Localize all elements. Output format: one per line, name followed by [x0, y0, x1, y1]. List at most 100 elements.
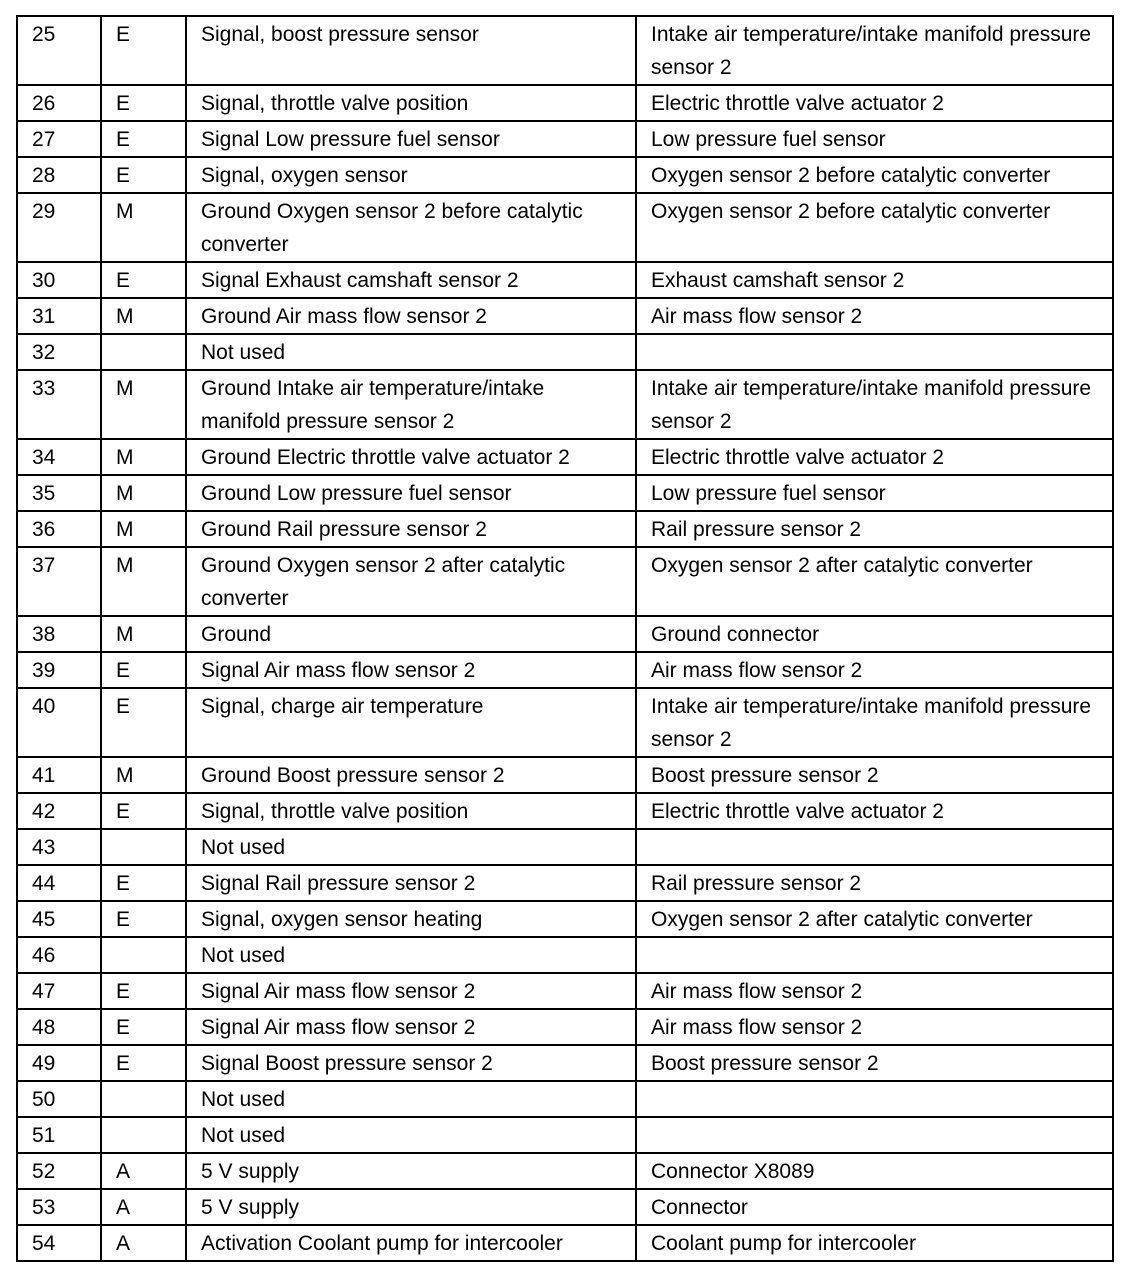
description-cell: Ground	[185, 615, 637, 653]
table-row: 38 M Ground Ground connector	[16, 615, 1114, 653]
table-row: 27 E Signal Low pressure fuel sensor Low pr…	[16, 120, 1114, 158]
description-cell: Ground Boost pressure sensor 2	[185, 756, 637, 794]
description-cell: Ground Low pressure fuel sensor	[185, 474, 637, 512]
pin-number-cell: 46	[16, 936, 102, 974]
table-row: 25 E Signal, boost pressure sensor Intake a…	[16, 15, 1114, 86]
description-cell: Not used	[185, 1116, 637, 1154]
table-row: 37 M Ground Oxygen sensor 2 after catalyti…	[16, 546, 1114, 617]
component-cell: Ground connector	[635, 615, 1114, 653]
pin-number-cell: 29	[16, 192, 102, 263]
component-cell: Electric throttle valve actuator 2	[635, 84, 1114, 122]
pin-number-cell: 40	[16, 687, 102, 758]
component-cell: Exhaust camshaft sensor 2	[635, 261, 1114, 299]
description-cell: Signal, oxygen sensor	[185, 156, 637, 194]
table-row: 54 A Activation Coolant pump for intercool…	[16, 1224, 1114, 1262]
component-cell: Rail pressure sensor 2	[635, 864, 1114, 902]
table-row: 50 Not used	[16, 1080, 1114, 1118]
table-row: 28 E Signal, oxygen sensor Oxygen sensor 2 …	[16, 156, 1114, 194]
description-cell: Activation Coolant pump for intercooler	[185, 1224, 637, 1262]
description-cell: Signal Low pressure fuel sensor	[185, 120, 637, 158]
signal-type-cell: E	[100, 792, 187, 830]
description-cell: Signal Air mass flow sensor 2	[185, 651, 637, 689]
table-row: 52 A 5 V supply Connector X8089	[16, 1152, 1114, 1190]
table-row: 40 E Signal, charge air temperature Intake …	[16, 687, 1114, 758]
description-cell: Ground Air mass flow sensor 2	[185, 297, 637, 335]
signal-type-cell: E	[100, 651, 187, 689]
component-cell: Oxygen sensor 2 after catalytic converte…	[635, 546, 1114, 617]
signal-type-cell: E	[100, 1044, 187, 1082]
table-row: 51 Not used	[16, 1116, 1114, 1154]
description-cell: Signal, oxygen sensor heating	[185, 900, 637, 938]
table-row: 53 A 5 V supply Connector	[16, 1188, 1114, 1226]
description-cell: Signal Exhaust camshaft sensor 2	[185, 261, 637, 299]
signal-type-cell: M	[100, 474, 187, 512]
pin-number-cell: 31	[16, 297, 102, 335]
pin-number-cell: 30	[16, 261, 102, 299]
pin-number-cell: 27	[16, 120, 102, 158]
table-row: 32 Not used	[16, 333, 1114, 371]
table-row: 30 E Signal Exhaust camshaft sensor 2 Exhau…	[16, 261, 1114, 299]
signal-type-cell: M	[100, 756, 187, 794]
pin-number-cell: 44	[16, 864, 102, 902]
description-cell: Signal, throttle valve position	[185, 84, 637, 122]
signal-type-cell	[100, 333, 187, 371]
signal-type-cell: M	[100, 615, 187, 653]
pin-number-cell: 54	[16, 1224, 102, 1262]
component-cell: Intake air temperature/intake manifold p…	[635, 15, 1114, 86]
component-cell	[635, 333, 1114, 371]
table-row: 41 M Ground Boost pressure sensor 2 Boost p…	[16, 756, 1114, 794]
signal-type-cell: M	[100, 297, 187, 335]
signal-type-cell: E	[100, 864, 187, 902]
signal-type-cell: A	[100, 1188, 187, 1226]
table-row: 42 E Signal, throttle valve position Electr…	[16, 792, 1114, 830]
table-row: 29 M Ground Oxygen sensor 2 before catalyt…	[16, 192, 1114, 263]
component-cell: Oxygen sensor 2 before catalytic convert…	[635, 192, 1114, 263]
pin-number-cell: 33	[16, 369, 102, 440]
description-cell: Ground Oxygen sensor 2 after catalytic c…	[185, 546, 637, 617]
signal-type-cell	[100, 936, 187, 974]
table-row: 31 M Ground Air mass flow sensor 2 Air mass…	[16, 297, 1114, 335]
signal-type-cell: A	[100, 1152, 187, 1190]
table-row: 44 E Signal Rail pressure sensor 2 Rail pre…	[16, 864, 1114, 902]
signal-type-cell: E	[100, 687, 187, 758]
table-row: 47 E Signal Air mass flow sensor 2 Air mass…	[16, 972, 1114, 1010]
table-row: 26 E Signal, throttle valve position Electr…	[16, 84, 1114, 122]
component-cell	[635, 1116, 1114, 1154]
component-cell: Rail pressure sensor 2	[635, 510, 1114, 548]
pin-number-cell: 25	[16, 15, 102, 86]
description-cell: 5 V supply	[185, 1188, 637, 1226]
pin-number-cell: 38	[16, 615, 102, 653]
pin-number-cell: 51	[16, 1116, 102, 1154]
table-body: 25 E Signal, boost pressure sensor Intake a…	[16, 15, 1114, 1262]
signal-type-cell: E	[100, 261, 187, 299]
component-cell: Coolant pump for intercooler	[635, 1224, 1114, 1262]
signal-type-cell: E	[100, 1008, 187, 1046]
pin-number-cell: 49	[16, 1044, 102, 1082]
pin-number-cell: 26	[16, 84, 102, 122]
table-row: 45 E Signal, oxygen sensor heating Oxygen s…	[16, 900, 1114, 938]
pin-number-cell: 37	[16, 546, 102, 617]
pin-number-cell: 39	[16, 651, 102, 689]
table-row: 43 Not used	[16, 828, 1114, 866]
pin-number-cell: 32	[16, 333, 102, 371]
component-cell: Boost pressure sensor 2	[635, 1044, 1114, 1082]
pin-number-cell: 48	[16, 1008, 102, 1046]
table-row: 33 M Ground Intake air temperature/intake …	[16, 369, 1114, 440]
signal-type-cell: M	[100, 546, 187, 617]
description-cell: Ground Intake air temperature/intake man…	[185, 369, 637, 440]
component-cell: Air mass flow sensor 2	[635, 1008, 1114, 1046]
component-cell: Air mass flow sensor 2	[635, 297, 1114, 335]
table-row: 39 E Signal Air mass flow sensor 2 Air mass…	[16, 651, 1114, 689]
signal-type-cell	[100, 828, 187, 866]
signal-type-cell: M	[100, 369, 187, 440]
signal-type-cell: A	[100, 1224, 187, 1262]
description-cell: Signal, throttle valve position	[185, 792, 637, 830]
pin-number-cell: 28	[16, 156, 102, 194]
component-cell	[635, 828, 1114, 866]
pin-number-cell: 36	[16, 510, 102, 548]
pin-assignment-table: 25 E Signal, boost pressure sensor Intake a…	[16, 15, 1114, 1262]
table-row: 46 Not used	[16, 936, 1114, 974]
component-cell: Electric throttle valve actuator 2	[635, 792, 1114, 830]
component-cell: Air mass flow sensor 2	[635, 651, 1114, 689]
pin-number-cell: 35	[16, 474, 102, 512]
